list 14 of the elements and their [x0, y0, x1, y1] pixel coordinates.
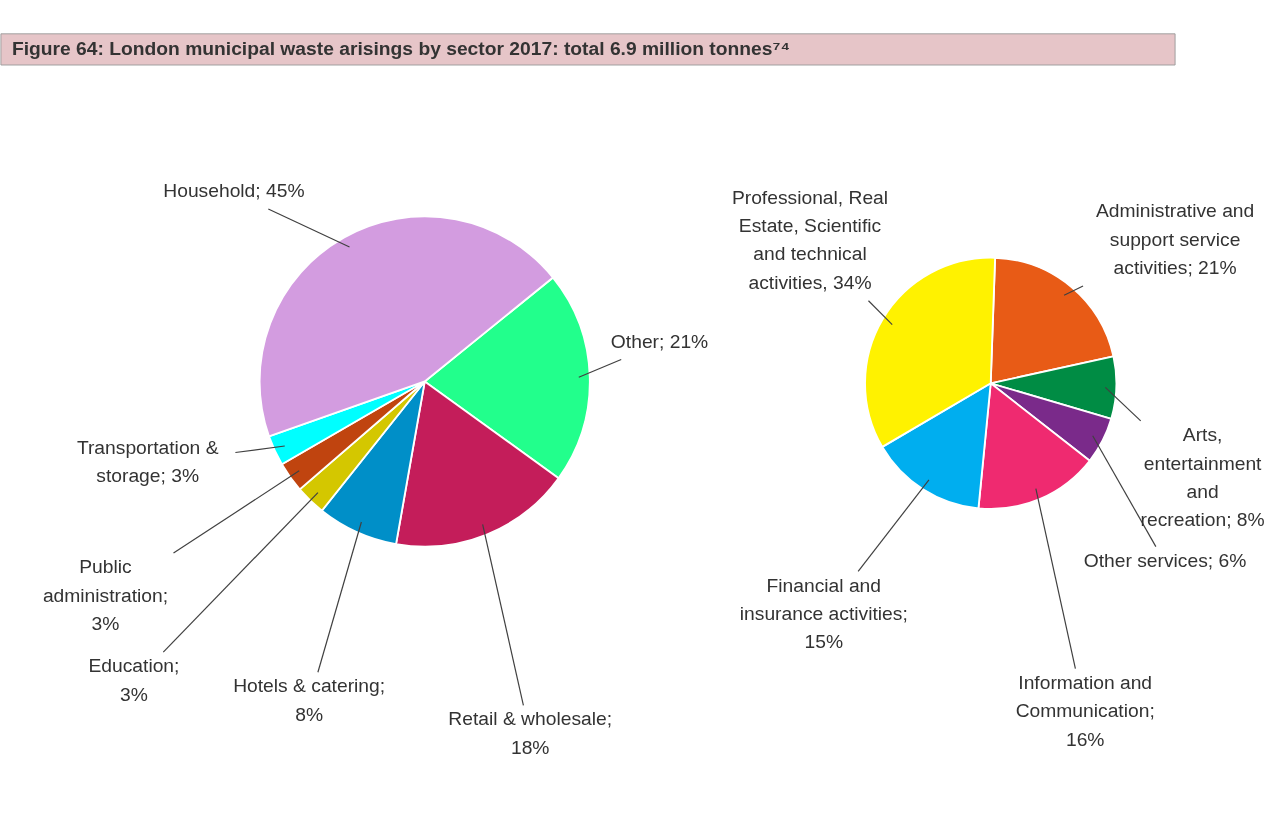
- slice-label: Administrative and support service activities; 21%: [1095, 200, 1255, 279]
- slice-label: Other services; 6%: [1083, 549, 1247, 571]
- slice-label: Arts, entertainment and recreation; 8%: [1140, 424, 1265, 531]
- slice-label: Household; 45%: [163, 180, 305, 202]
- slice-label: Information and Communication; 16%: [1015, 671, 1155, 750]
- slice-label: Other; 21%: [610, 330, 709, 352]
- slice-label: Financial and insurance activities; 15%: [739, 574, 908, 653]
- slice-label: Education; 3%: [88, 655, 180, 705]
- slice-label: Professional, Real Estate, Scientific and technical activities, 34%: [731, 186, 889, 293]
- slice-label: Retail & wholesale; 18%: [448, 708, 613, 758]
- slice-label: Transportation & storage; 3%: [76, 436, 219, 487]
- slice-label: Public administration; 3%: [42, 556, 169, 635]
- slice-label: Hotels & catering; 8%: [233, 675, 386, 725]
- chart-title: Figure 64: London municipal waste arisings by sector 2017: total 6.9 million tonnes⁷⁴: [11, 37, 790, 59]
